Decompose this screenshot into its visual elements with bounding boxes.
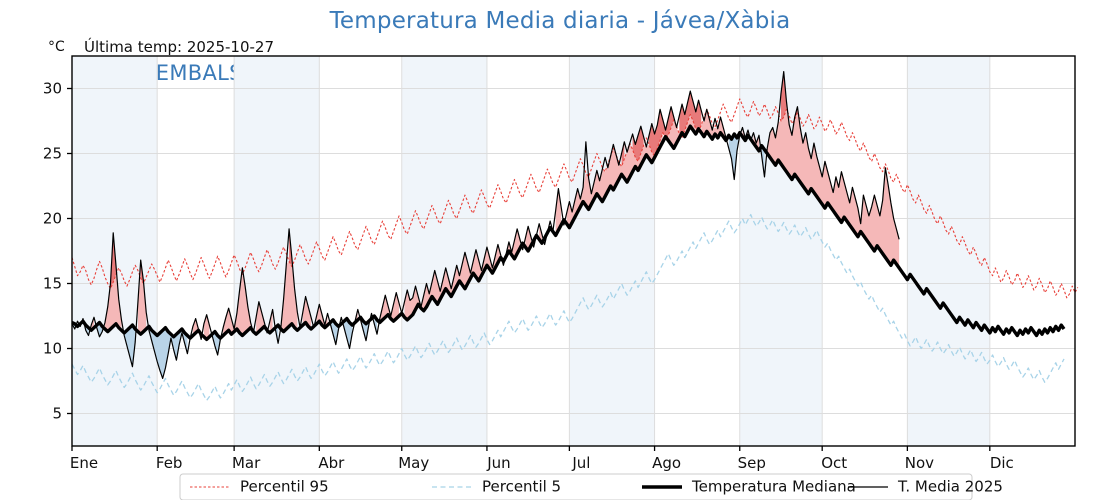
fill-extreme-warm bbox=[632, 126, 644, 162]
fill-cool bbox=[344, 318, 353, 349]
y-tick-label: 10 bbox=[43, 340, 62, 358]
series-line bbox=[71, 124, 1066, 342]
fill-warm bbox=[223, 274, 251, 336]
month-band bbox=[907, 56, 990, 446]
month-band bbox=[401, 56, 487, 446]
x-tick-label: Dic bbox=[990, 454, 1014, 472]
x-axis: Ene Feb Mar Abr May Jun Jul Ago Sep Oct Nov Dic bbox=[70, 446, 1014, 472]
x-tick-label: Ago bbox=[652, 454, 681, 472]
fill-extreme-warm bbox=[649, 106, 674, 157]
x-tick-label: Feb bbox=[156, 454, 183, 472]
x-tick-label: Mar bbox=[232, 454, 261, 472]
fill-cool bbox=[124, 325, 136, 367]
y-axis-unit-label: °C bbox=[48, 39, 65, 55]
x-tick-label: Jul bbox=[571, 454, 590, 472]
legend-box bbox=[179, 473, 973, 500]
y-axis: 5 10 15 20 25 30 bbox=[43, 80, 72, 423]
fill-cool bbox=[728, 132, 740, 180]
x-tick-label: Nov bbox=[905, 454, 934, 472]
x-tick-label: Jun bbox=[486, 454, 510, 472]
chart-title: Temperatura Media diaria - Jávea/Xàbia bbox=[329, 8, 791, 34]
legend-label[interactable]: T. Media 2025 bbox=[897, 478, 1003, 496]
y-tick-label: 30 bbox=[43, 80, 62, 98]
series-line bbox=[71, 98, 1079, 299]
x-tick-label: Oct bbox=[821, 454, 847, 472]
fill-warm bbox=[767, 109, 900, 268]
series-lines bbox=[71, 71, 1079, 402]
x-tick-label: Sep bbox=[738, 454, 766, 472]
last-temp-label: Última temp: 2025-10-27 bbox=[84, 38, 275, 56]
y-tick-label: 25 bbox=[43, 145, 62, 163]
month-background-bands bbox=[72, 56, 990, 446]
y-tick-label: 15 bbox=[43, 275, 62, 293]
x-tick-label: Abr bbox=[318, 454, 345, 472]
legend-label[interactable]: Percentil 95 bbox=[240, 478, 329, 496]
chart-legend[interactable]: Percentil 95 Percentil 5 Temperatura Media… bbox=[179, 473, 1003, 500]
plot-frame bbox=[71, 55, 1076, 447]
month-band bbox=[234, 56, 320, 446]
y-tick-label: 5 bbox=[52, 405, 62, 423]
fill-warm bbox=[269, 309, 273, 333]
x-tick-label: Ene bbox=[70, 454, 98, 472]
x-tick-label: May bbox=[398, 454, 429, 472]
legend-label[interactable]: Temperatura Mediana bbox=[691, 478, 856, 496]
fill-warm bbox=[302, 296, 312, 329]
fill-extreme-warm bbox=[110, 232, 116, 289]
series-line bbox=[71, 71, 900, 379]
series-line bbox=[71, 213, 1065, 402]
month-band bbox=[569, 56, 655, 446]
grid-lines bbox=[72, 56, 1075, 446]
y-tick-label: 20 bbox=[43, 210, 62, 228]
legend-label[interactable]: Percentil 5 bbox=[482, 478, 561, 496]
